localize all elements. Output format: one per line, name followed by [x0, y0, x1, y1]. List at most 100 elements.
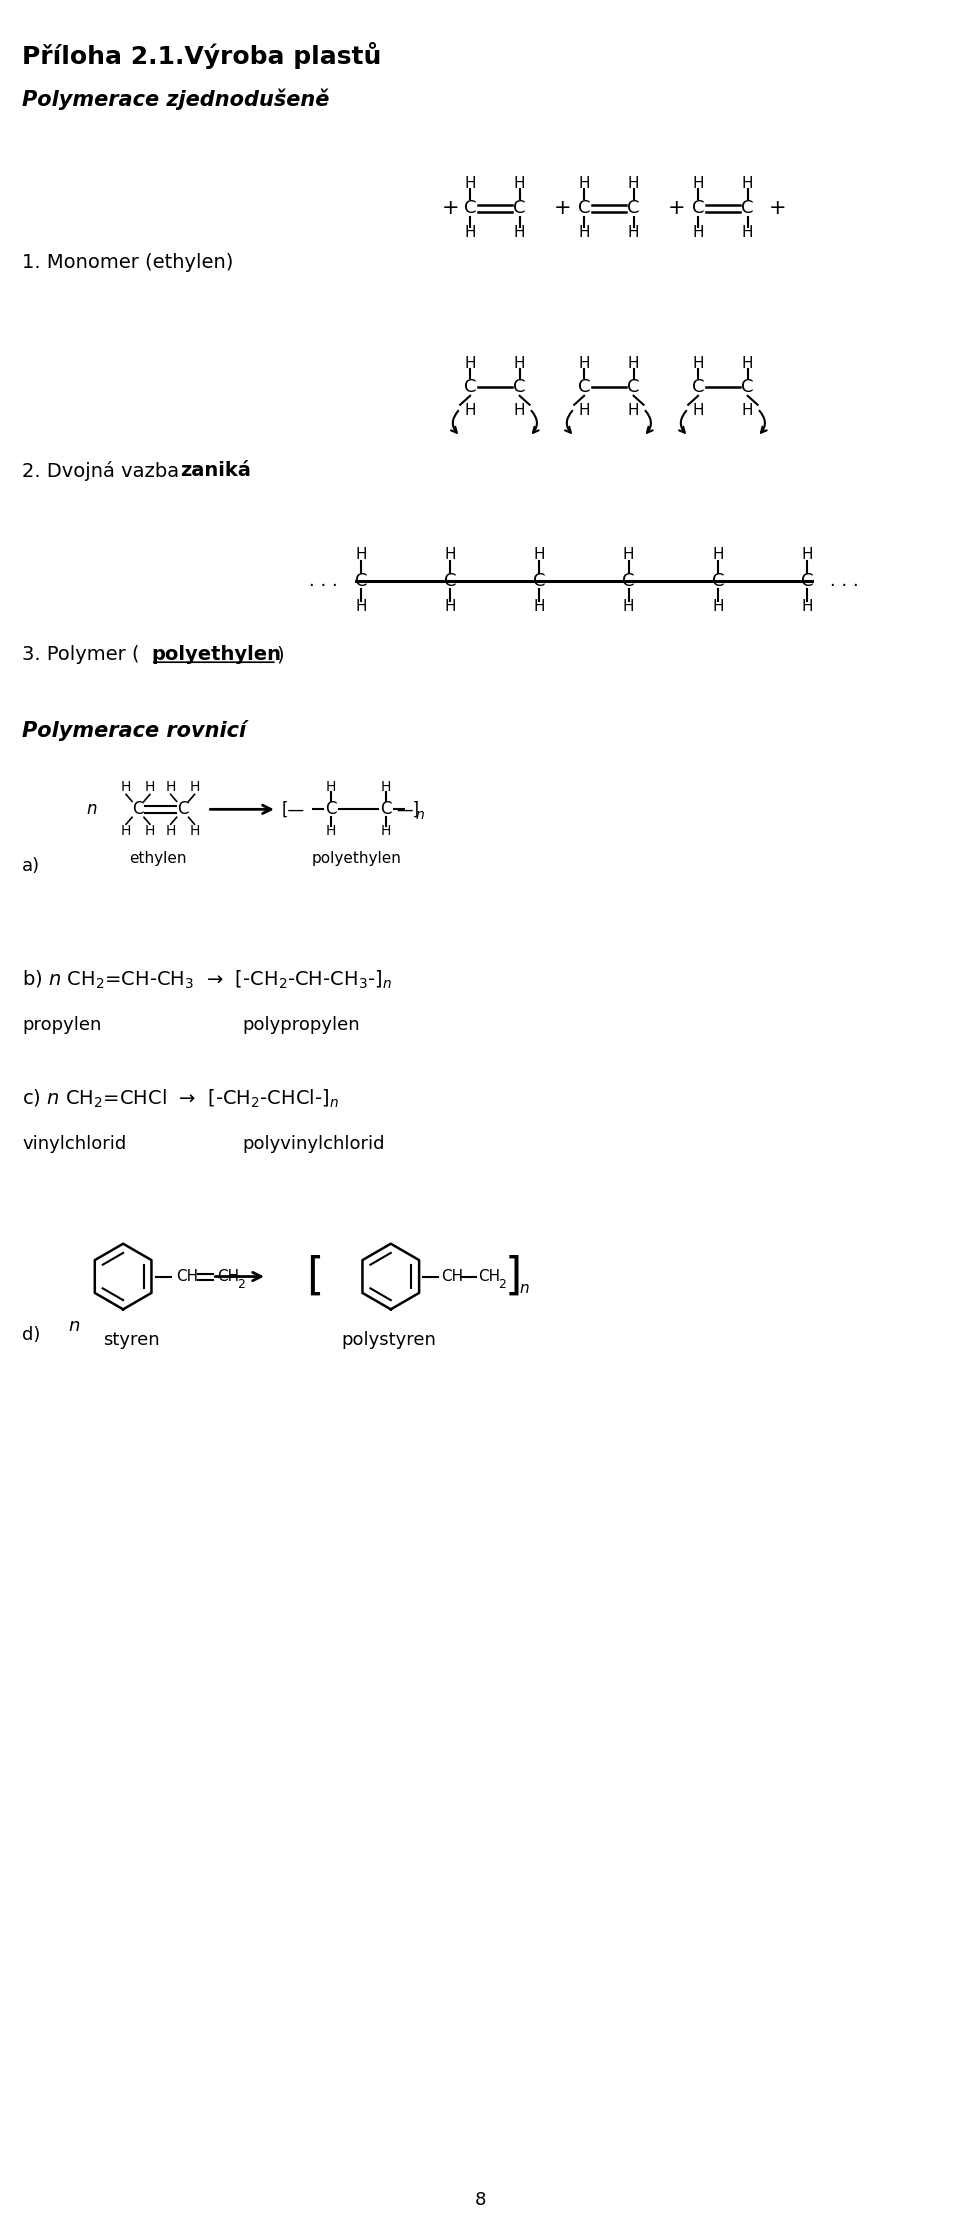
Text: C: C — [692, 377, 705, 397]
Text: CH: CH — [442, 1268, 464, 1284]
Text: vinylchlorid: vinylchlorid — [22, 1135, 127, 1153]
Text: H: H — [465, 226, 476, 239]
Text: H: H — [326, 825, 337, 838]
Text: C: C — [464, 200, 476, 217]
Text: C: C — [711, 572, 724, 590]
Text: b) $n$ CH$_2$=CH-CH$_3$  →  [-CH$_2$-CH-CH$_3$-]$_n$: b) $n$ CH$_2$=CH-CH$_3$ → [-CH$_2$-CH-CH… — [22, 969, 392, 991]
Text: H: H — [355, 548, 367, 563]
Text: 2: 2 — [498, 1277, 506, 1290]
Text: H: H — [514, 403, 525, 419]
Text: CH: CH — [176, 1268, 198, 1284]
Text: C: C — [177, 800, 188, 818]
Text: C: C — [514, 377, 526, 397]
Text: H: H — [145, 825, 156, 838]
Text: ethylen: ethylen — [129, 851, 186, 867]
Text: polypropylen: polypropylen — [242, 1015, 360, 1033]
Text: a): a) — [22, 858, 40, 876]
Text: C: C — [380, 800, 392, 818]
Text: H: H — [145, 780, 156, 794]
Text: polyethylen: polyethylen — [151, 645, 281, 665]
Text: C: C — [132, 800, 144, 818]
Text: H: H — [189, 825, 200, 838]
Text: H: H — [742, 355, 754, 370]
Text: . . .: . . . — [830, 572, 859, 590]
Text: 8: 8 — [474, 2190, 486, 2208]
Text: H: H — [465, 403, 476, 419]
Text: . . .: . . . — [309, 572, 338, 590]
Text: H: H — [802, 599, 813, 614]
Text: 3. Polymer (: 3. Polymer ( — [22, 645, 139, 665]
Text: C: C — [628, 377, 640, 397]
Text: 1. Monomer (ethylen): 1. Monomer (ethylen) — [22, 253, 233, 273]
Text: [: [ — [306, 1255, 324, 1297]
Text: H: H — [534, 548, 545, 563]
Text: H: H — [165, 780, 176, 794]
Text: H: H — [121, 825, 132, 838]
Text: C: C — [628, 200, 640, 217]
Text: H: H — [355, 599, 367, 614]
Text: H: H — [692, 403, 704, 419]
Text: H: H — [465, 355, 476, 370]
Text: C: C — [464, 377, 476, 397]
Text: n: n — [68, 1317, 80, 1335]
Text: H: H — [165, 825, 176, 838]
Text: H: H — [628, 175, 639, 191]
Text: H: H — [628, 403, 639, 419]
Text: CH: CH — [478, 1268, 500, 1284]
Text: H: H — [189, 780, 200, 794]
Text: H: H — [692, 175, 704, 191]
Text: H: H — [578, 403, 589, 419]
Text: ]: ] — [505, 1255, 522, 1297]
Text: C: C — [622, 572, 635, 590]
Text: H: H — [802, 548, 813, 563]
Text: c) $n$ CH$_2$=CHCl  →  [-CH$_2$-CHCl-]$_n$: c) $n$ CH$_2$=CHCl → [-CH$_2$-CHCl-]$_n$ — [22, 1089, 339, 1111]
Text: styren: styren — [104, 1330, 160, 1350]
Text: Polymerace rovnicí: Polymerace rovnicí — [22, 721, 246, 740]
Text: 2. Dvojná vazba: 2. Dvojná vazba — [22, 461, 185, 481]
Text: H: H — [578, 226, 589, 239]
Text: C: C — [741, 200, 754, 217]
Text: H: H — [578, 355, 589, 370]
Text: propylen: propylen — [22, 1015, 102, 1033]
Text: H: H — [465, 175, 476, 191]
Text: H: H — [712, 548, 724, 563]
Text: zaniká: zaniká — [180, 461, 252, 481]
Text: H: H — [514, 175, 525, 191]
Text: Polymerace zjednodušeně: Polymerace zjednodušeně — [22, 89, 329, 111]
Text: n: n — [86, 800, 97, 818]
Text: H: H — [534, 599, 545, 614]
Text: H: H — [514, 355, 525, 370]
Text: H: H — [628, 226, 639, 239]
Text: +: + — [667, 197, 685, 217]
Text: C: C — [692, 200, 705, 217]
Text: —]: —] — [396, 800, 420, 818]
Text: H: H — [514, 226, 525, 239]
Text: C: C — [355, 572, 368, 590]
Text: H: H — [444, 548, 456, 563]
Text: H: H — [623, 548, 635, 563]
Text: H: H — [444, 599, 456, 614]
Text: H: H — [742, 403, 754, 419]
Text: polyethylen: polyethylen — [311, 851, 401, 867]
Text: H: H — [692, 226, 704, 239]
Text: n: n — [519, 1281, 529, 1297]
Text: C: C — [533, 572, 545, 590]
Text: C: C — [801, 572, 813, 590]
Text: C: C — [444, 572, 457, 590]
Text: C: C — [578, 377, 590, 397]
Text: d): d) — [22, 1326, 40, 1344]
Text: Příloha 2.1.Výroba plastů: Příloha 2.1.Výroba plastů — [22, 42, 381, 69]
Text: H: H — [742, 175, 754, 191]
Text: ): ) — [276, 645, 284, 665]
Text: C: C — [514, 200, 526, 217]
Text: C: C — [741, 377, 754, 397]
Text: H: H — [578, 175, 589, 191]
Text: n: n — [416, 809, 424, 823]
Text: H: H — [628, 355, 639, 370]
Text: H: H — [380, 780, 391, 794]
Text: +: + — [554, 197, 571, 217]
Text: H: H — [742, 226, 754, 239]
Text: H: H — [121, 780, 132, 794]
Text: H: H — [380, 825, 391, 838]
Text: 2: 2 — [237, 1277, 245, 1290]
